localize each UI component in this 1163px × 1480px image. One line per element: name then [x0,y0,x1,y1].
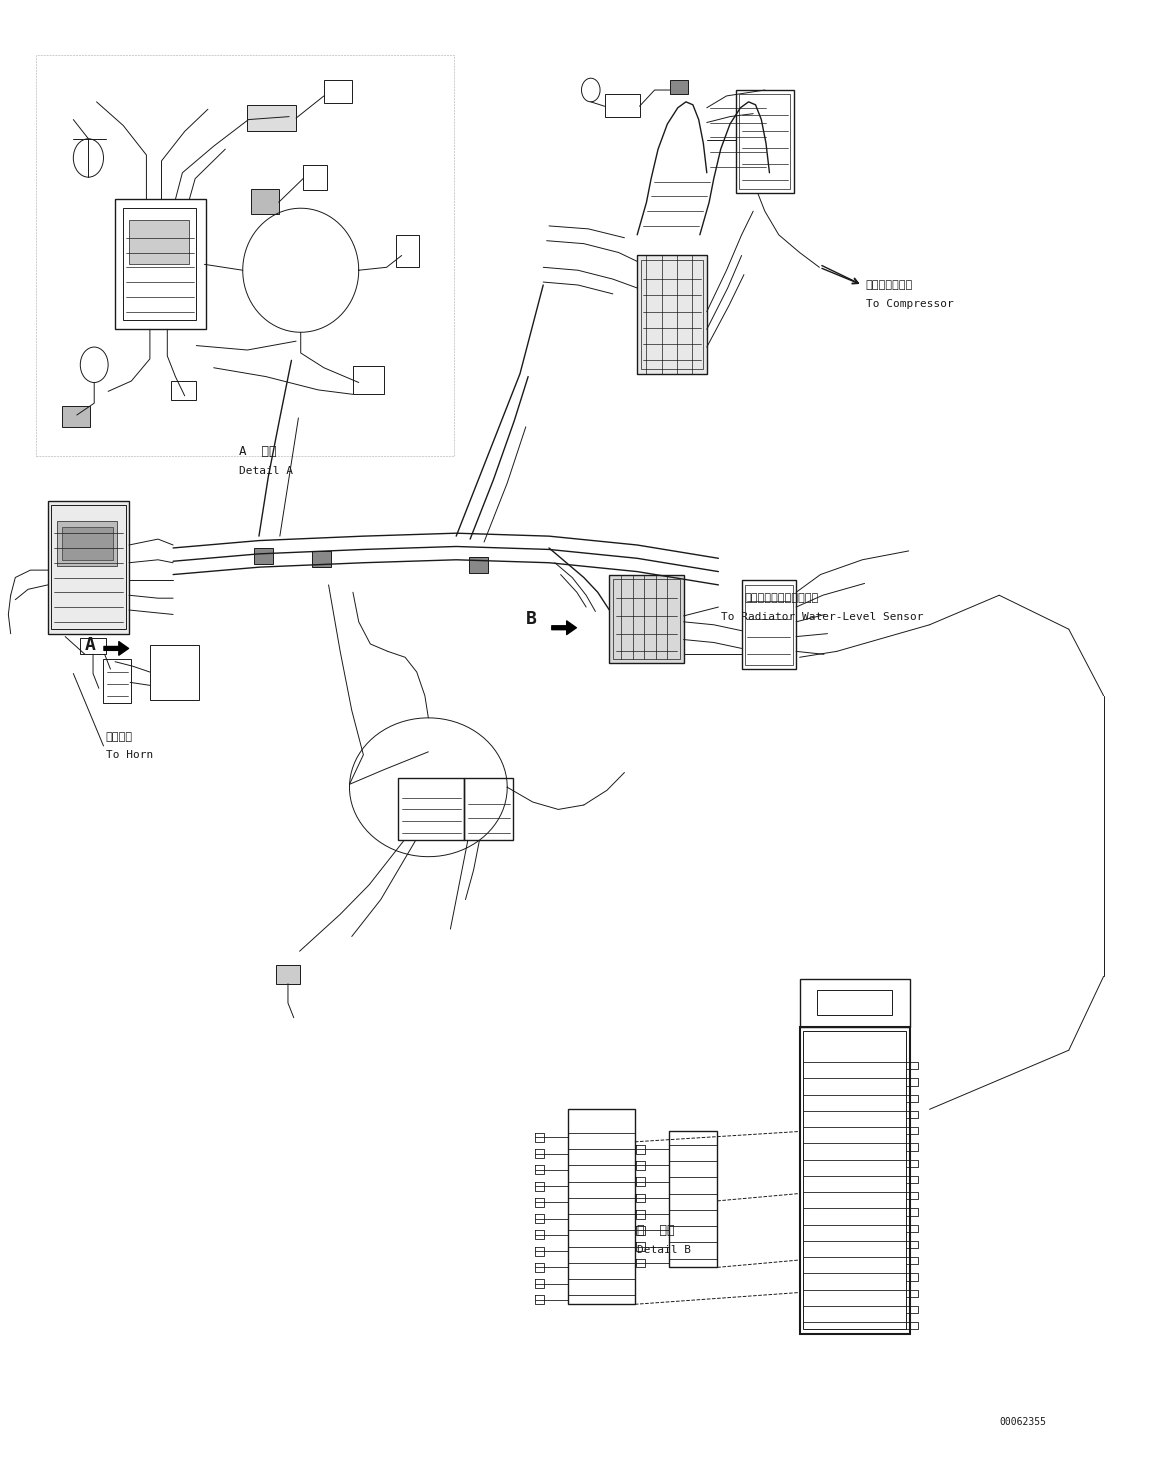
Bar [641,260,704,369]
Bar [469,556,487,573]
Bar [123,209,197,321]
Bar [36,55,454,456]
Bar [742,580,797,669]
Text: To Radiator Water-Level Sensor: To Radiator Water-Level Sensor [721,613,923,623]
Bar [313,551,331,567]
Bar [62,406,90,426]
Bar [395,235,419,268]
Bar [171,380,197,400]
Bar [637,256,707,373]
Text: 日  詳細: 日 詳細 [637,1224,675,1237]
Bar [818,990,892,1015]
Bar [251,189,279,215]
Bar [745,585,793,665]
Text: Detail A: Detail A [240,466,293,477]
Bar [104,659,131,703]
Bar [255,548,273,564]
Bar [736,90,794,194]
Bar [150,645,199,700]
Bar [62,527,113,559]
Text: コンプレッサへ: コンプレッサへ [865,280,913,290]
Bar [51,505,126,629]
Bar [80,638,106,654]
Bar [129,221,190,265]
Bar [57,521,117,565]
Bar [605,95,640,117]
Bar [398,778,464,841]
Bar [115,200,206,330]
Bar [800,980,909,1027]
Bar [804,1032,906,1329]
Bar [277,965,300,984]
Text: To Compressor: To Compressor [865,299,954,309]
Bar [670,80,688,95]
Bar [48,500,129,633]
Bar [669,1132,718,1267]
Bar [352,366,384,394]
Bar [568,1110,635,1304]
Text: A: A [85,636,95,654]
Bar [740,95,791,189]
Text: B: B [526,610,536,628]
Bar [248,105,297,132]
Text: ラジエータ水位センサへ: ラジエータ水位センサへ [744,593,819,604]
Bar [800,1027,909,1333]
Bar [324,80,351,104]
Bar [464,778,513,841]
Text: A  詳細: A 詳細 [240,445,277,459]
Bar [609,574,684,663]
Text: 00062355: 00062355 [999,1418,1047,1428]
Text: ホーンへ: ホーンへ [106,733,133,741]
Text: To Horn: To Horn [106,750,154,759]
Text: Detail B: Detail B [637,1245,691,1255]
Bar [613,579,680,659]
Bar [304,166,328,191]
